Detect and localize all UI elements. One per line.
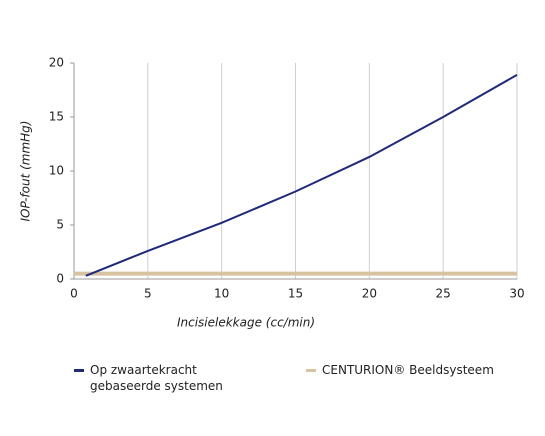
legend-item: CENTURION® Beeldsysteem xyxy=(306,362,526,378)
line-series xyxy=(85,74,518,277)
y-axis-label: IOP-fout (mmHg) xyxy=(19,121,33,222)
y-tick-label: 20 xyxy=(49,56,64,70)
y-tick-label: 10 xyxy=(49,164,64,178)
legend-label: CENTURION® Beeldsysteem xyxy=(322,363,494,377)
legend-swatch xyxy=(74,369,84,372)
y-tick-label: 5 xyxy=(56,218,64,232)
x-tick-label: 15 xyxy=(288,287,303,301)
x-tick-label: 25 xyxy=(436,287,451,301)
legend-swatch xyxy=(306,369,316,372)
legend-label: Op zwaartekracht gebaseerde systemen xyxy=(90,363,223,393)
x-tick-label: 5 xyxy=(144,287,152,301)
legend-item: Op zwaartekracht gebaseerde systemen xyxy=(74,362,254,394)
x-tick-label: 0 xyxy=(70,287,78,301)
x-tick-label: 10 xyxy=(214,287,229,301)
y-tick-label: 15 xyxy=(49,110,64,124)
x-tick-label: 20 xyxy=(362,287,377,301)
y-tick-label: 0 xyxy=(56,272,64,286)
x-axis-label: Incisielekkage (cc/min) xyxy=(177,316,315,330)
x-tick-label: 30 xyxy=(509,287,524,301)
